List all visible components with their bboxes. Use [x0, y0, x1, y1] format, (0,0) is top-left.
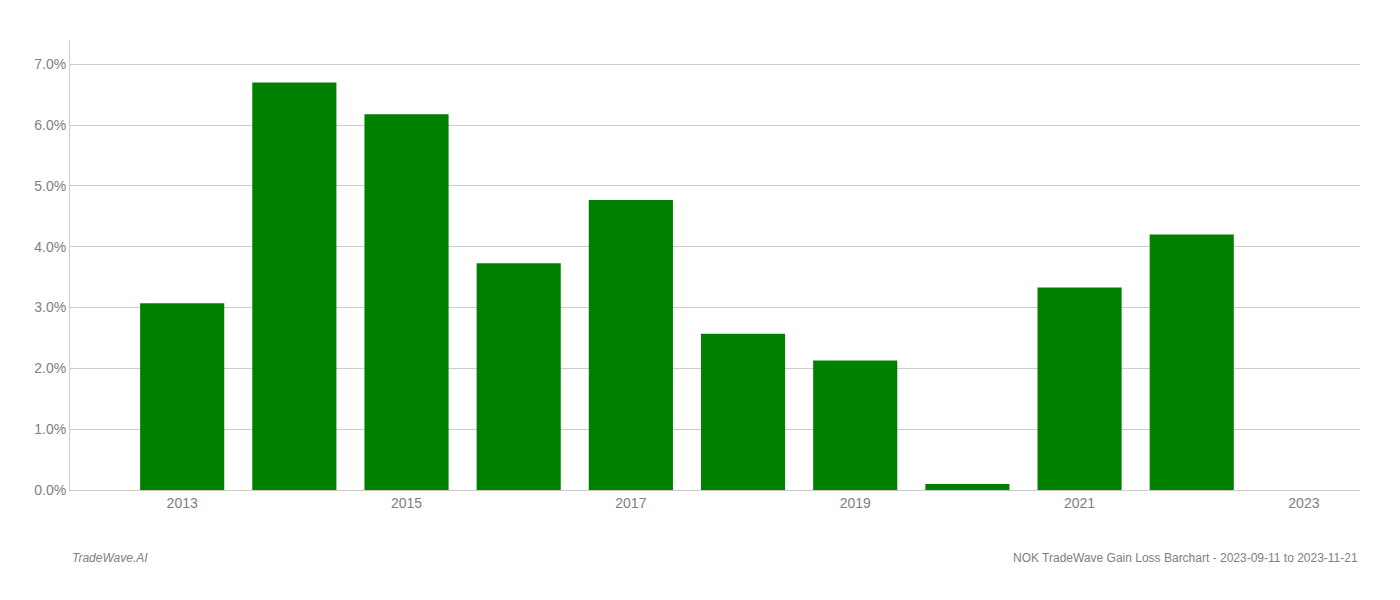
svg-text:2023: 2023 [1288, 495, 1319, 511]
svg-text:2021: 2021 [1064, 495, 1095, 511]
svg-text:TradeWave.AI: TradeWave.AI [72, 551, 148, 565]
svg-text:6.0%: 6.0% [34, 117, 66, 133]
svg-text:2017: 2017 [615, 495, 646, 511]
svg-text:2015: 2015 [391, 495, 422, 511]
svg-text:2.0%: 2.0% [34, 360, 66, 376]
svg-text:2019: 2019 [840, 495, 871, 511]
svg-text:0.0%: 0.0% [34, 482, 66, 498]
svg-text:5.0%: 5.0% [34, 178, 66, 194]
svg-text:1.0%: 1.0% [34, 421, 66, 437]
svg-text:4.0%: 4.0% [34, 239, 66, 255]
svg-text:7.0%: 7.0% [34, 56, 66, 72]
svg-text:NOK TradeWave Gain Loss Barcha: NOK TradeWave Gain Loss Barchart - 2023-… [1013, 551, 1358, 565]
svg-text:2013: 2013 [167, 495, 198, 511]
svg-text:3.0%: 3.0% [34, 299, 66, 315]
